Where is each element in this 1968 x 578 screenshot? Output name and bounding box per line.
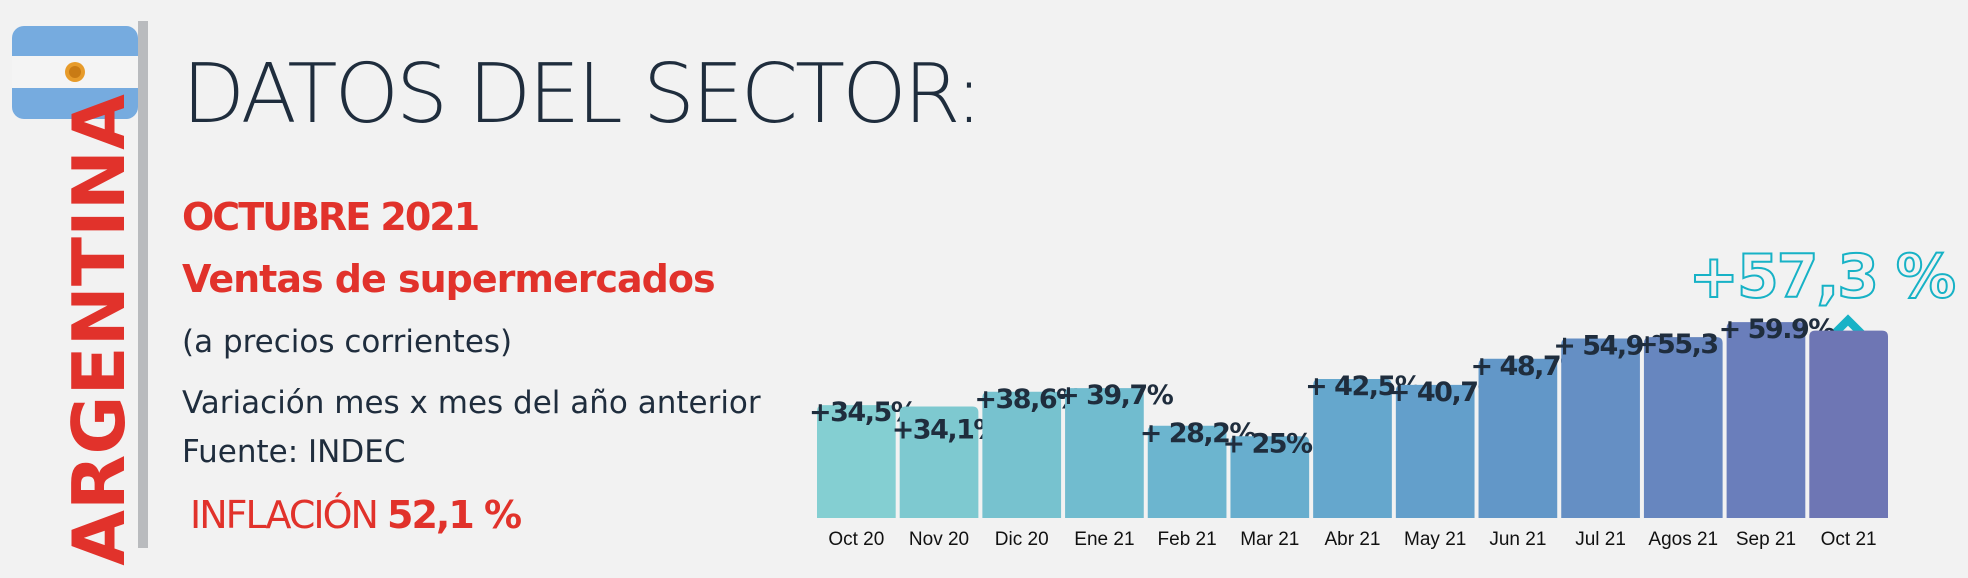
bar [1643, 337, 1723, 518]
month: OCTUBRE 2021 [182, 195, 478, 239]
value-label: +55,3 [1636, 329, 1718, 360]
bar [1478, 358, 1558, 518]
bar [1230, 436, 1310, 518]
country: ARGENTINA [57, 94, 141, 566]
bar [1809, 330, 1888, 518]
bar [899, 406, 979, 518]
note: (a precios corrientes) [182, 324, 512, 360]
inflation-label: INFLACIÓN [190, 493, 377, 537]
x-tick-label: Nov 20 [909, 529, 969, 550]
bar [1065, 388, 1144, 518]
subject: Ventas de supermercados [182, 257, 715, 301]
x-tick-label: Jun 21 [1489, 529, 1546, 550]
bar [1395, 384, 1475, 518]
bar [1561, 338, 1640, 518]
source: Fuente: INDEC [182, 434, 405, 470]
description: Variación mes x mes del año anterior [182, 385, 761, 421]
title: DATOS DEL SECTOR: [182, 47, 980, 142]
inflation: INFLACIÓN 52,1 % [190, 493, 521, 537]
value-label: + 25% [1222, 428, 1313, 459]
bar [1313, 379, 1392, 518]
bar [982, 391, 1062, 518]
x-tick-label: Agos 21 [1648, 529, 1718, 550]
divider [138, 21, 148, 548]
bar [817, 405, 896, 518]
x-tick-label: May 21 [1404, 529, 1466, 550]
x-tick-label: Ene 21 [1074, 529, 1134, 550]
x-tick-label: Jul 21 [1575, 529, 1626, 550]
highlight-label: +57,3 % [1689, 242, 1955, 312]
x-tick-label: Dic 20 [995, 529, 1049, 550]
x-tick-label: Oct 21 [1821, 529, 1877, 550]
bar [1726, 322, 1806, 518]
value-label: + 39,7% [1057, 380, 1174, 411]
bar [1147, 425, 1227, 518]
x-tick-label: Mar 21 [1240, 529, 1299, 550]
flag [12, 26, 138, 119]
x-tick-label: Oct 20 [828, 529, 884, 550]
x-tick-label: Feb 21 [1158, 529, 1217, 550]
inflation-value: 52,1 % [387, 493, 521, 537]
x-tick-label: Sep 21 [1736, 529, 1796, 550]
x-tick-label: Abr 21 [1325, 529, 1381, 550]
